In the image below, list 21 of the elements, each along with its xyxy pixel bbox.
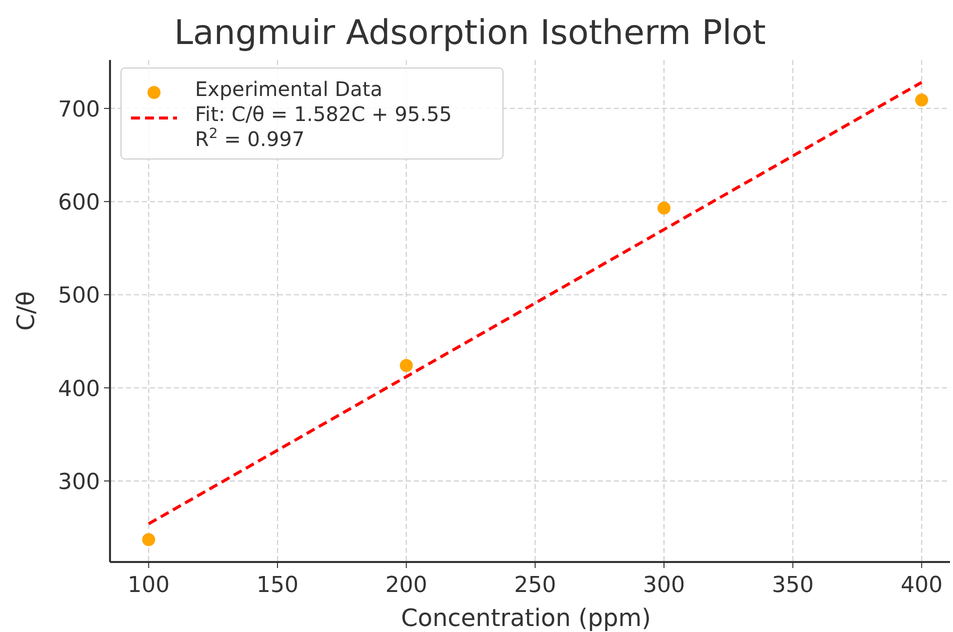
y-tick-label: 600 [58, 190, 100, 216]
y-tick-label: 300 [58, 470, 100, 495]
point [915, 94, 928, 107]
x-tick-label: 100 [128, 573, 170, 598]
y-tick-label: 400 [58, 376, 100, 402]
x-axis-title: Concentration (ppm) [401, 604, 651, 632]
chart-title: Langmuir Adsorption Isotherm Plot [174, 13, 766, 53]
y-tick-label: 500 [58, 284, 100, 309]
x-tick-label: 350 [772, 573, 814, 598]
legend-label: Fit: C/θ = 1.582C + 95.55 R$^{2}$ = 0.997 [195, 102, 452, 151]
x-tick-label: 400 [900, 573, 943, 598]
point [400, 358, 413, 372]
point [142, 533, 156, 546]
x-tick-label: 300 [642, 573, 685, 598]
y-tick-label: 700 [58, 97, 100, 122]
y-axis-title: C/θ [12, 291, 40, 331]
legend-label: Experimental Data [195, 77, 382, 101]
point [657, 202, 670, 215]
x-tick-label: 250 [514, 573, 556, 598]
x-tick-label: 200 [385, 573, 428, 598]
x-tick-label: 150 [256, 573, 298, 598]
